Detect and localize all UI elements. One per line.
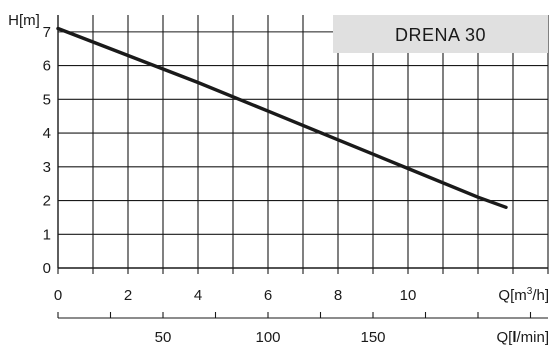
series-line	[56, 26, 508, 209]
x-axis-ticks: 0 2 4 6 8 10	[54, 268, 549, 304]
x-secondary-axis-label: Q[l/min]	[496, 329, 549, 346]
x-tick-label: 0	[54, 287, 62, 304]
y-tick-label: 7	[43, 24, 51, 41]
grid	[58, 15, 549, 268]
x-axis-label-prefix: Q[m	[498, 287, 526, 304]
x-secondary-label-prefix: Q[	[496, 329, 513, 346]
x-secondary-tick-label: 50	[155, 329, 172, 346]
y-tick-label: 4	[43, 125, 51, 142]
y-tick-label: 3	[43, 159, 51, 176]
y-tick-label: 6	[43, 58, 51, 75]
x-secondary-label-bold: l	[512, 329, 516, 346]
x-axis-label: Q[m3/h]	[498, 286, 549, 304]
title-badge-background	[333, 15, 548, 53]
y-tick-label: 5	[43, 91, 51, 108]
x-secondary-tick-label: 100	[255, 329, 280, 346]
x-tick-label: 4	[194, 287, 202, 304]
title-badge: DRENA 30	[333, 15, 548, 53]
x-tick-label: 6	[264, 287, 272, 304]
x-secondary-label-suffix: /min]	[516, 329, 549, 346]
x-tick-label: 2	[124, 287, 132, 304]
chart-title: DRENA 30	[395, 25, 486, 45]
x-tick-label: 8	[334, 287, 342, 304]
y-axis-label: H[m]	[8, 12, 40, 29]
y-tick-label: 0	[43, 260, 51, 277]
x-secondary-tick-label: 150	[360, 329, 385, 346]
x-axis-label-suffix: /h]	[532, 287, 549, 304]
x-axis-label-sup: 3	[527, 286, 533, 297]
y-tick-label: 1	[43, 226, 51, 243]
curve-layer	[56, 26, 508, 209]
x-tick-label: 10	[400, 287, 417, 304]
x-secondary-axis-ticks: 50 100 150	[57, 312, 548, 346]
y-tick-label: 2	[43, 193, 51, 210]
y-axis-ticks: 0 1 2 3 4 5 6 7	[43, 24, 51, 277]
